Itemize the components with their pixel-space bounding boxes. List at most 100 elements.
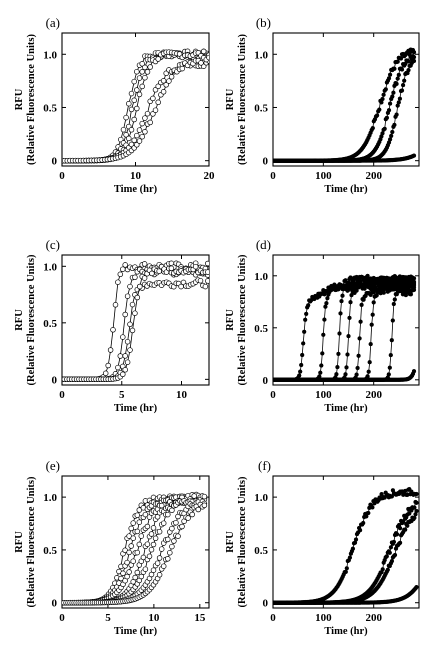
data-point (392, 122, 397, 128)
data-point (201, 493, 208, 500)
data-point (122, 311, 128, 318)
x-tick-label: 200 (365, 170, 382, 182)
data-point (298, 369, 303, 374)
data-point (134, 87, 140, 93)
series-line (273, 60, 414, 162)
data-point (319, 363, 324, 368)
data-point (411, 282, 417, 288)
data-point (156, 572, 163, 578)
data-point (347, 555, 353, 560)
data-point (124, 338, 131, 345)
series-4 (62, 263, 209, 383)
data-point (338, 311, 343, 316)
y-axis-title: RFU (225, 531, 236, 553)
data-point (380, 567, 385, 572)
data-point (396, 72, 401, 78)
y-tick-label: 0 (263, 375, 269, 387)
data-point (371, 300, 376, 305)
data-point (387, 550, 392, 555)
x-tick-label: 100 (315, 170, 332, 182)
series-line (273, 276, 415, 381)
data-point (201, 502, 208, 509)
data-point (388, 545, 394, 550)
data-point (155, 99, 161, 106)
data-point (128, 106, 135, 113)
data-point (300, 352, 305, 358)
data-point (168, 265, 175, 272)
y-tick-label: 0.5 (43, 102, 57, 114)
data-point (154, 560, 161, 566)
data-point (141, 261, 148, 267)
data-point (126, 569, 132, 575)
data-point (392, 297, 397, 302)
data-point (390, 94, 395, 99)
x-axis-title: Time (hr) (324, 403, 368, 414)
series-1 (273, 47, 417, 163)
y-tick-label: 0.5 (254, 545, 268, 557)
data-point (366, 369, 371, 374)
data-point (168, 74, 175, 80)
data-point (385, 567, 390, 572)
data-point (169, 525, 175, 532)
data-point (397, 284, 403, 290)
data-point (357, 336, 362, 341)
data-point (384, 115, 390, 120)
data-point (400, 82, 406, 88)
data-point (200, 48, 207, 55)
x-tick-label: 5 (119, 389, 125, 401)
data-point (397, 540, 403, 545)
data-point (142, 64, 148, 71)
y-tick-label: 0 (52, 374, 58, 386)
y-axis-title: RFU (14, 531, 25, 553)
data-point (348, 300, 353, 305)
y-tick-label: 1.0 (43, 49, 57, 61)
data-point (136, 127, 143, 133)
data-point (136, 75, 143, 81)
data-point (136, 507, 143, 513)
data-point (120, 371, 126, 378)
data-point (128, 127, 135, 133)
data-point (389, 494, 395, 499)
data-point (150, 525, 157, 531)
data-point (105, 362, 111, 369)
data-point (144, 523, 151, 530)
data-point (156, 528, 163, 535)
data-point (370, 312, 375, 317)
plot-area (273, 486, 419, 605)
data-point (380, 96, 385, 102)
data-point (160, 520, 167, 526)
data-point (356, 353, 361, 358)
y-axis-title: RFU (14, 309, 25, 331)
data-point (149, 270, 155, 277)
data-point (322, 317, 327, 322)
series-7 (62, 501, 208, 606)
data-point (357, 528, 363, 533)
data-point (402, 78, 407, 83)
data-point (354, 372, 359, 377)
data-point (134, 549, 141, 556)
series-4 (273, 153, 417, 163)
x-axis-title: Time (hr) (114, 403, 158, 414)
x-tick-label: 0 (270, 389, 276, 401)
data-point (343, 569, 348, 575)
data-point (134, 68, 140, 75)
data-point (302, 329, 307, 334)
data-point (150, 95, 156, 102)
data-point (414, 508, 419, 514)
data-point (139, 69, 145, 75)
panel-f: (f) 0 100 200 0 0.5 1.0 Time (hr) RFU (Relative F… (225, 458, 420, 637)
data-point (405, 523, 410, 528)
data-point (123, 114, 129, 121)
series-line (273, 48, 415, 162)
data-point (130, 558, 136, 564)
data-point (112, 302, 119, 308)
data-point (128, 543, 134, 549)
data-point (120, 570, 126, 577)
data-point (390, 287, 395, 292)
y-tick-label: 1.0 (254, 271, 268, 283)
data-point (134, 142, 140, 148)
plot-frame (61, 254, 210, 386)
data-point (411, 58, 417, 64)
data-point (387, 72, 393, 77)
x-axis-title: Time (hr) (114, 626, 158, 637)
